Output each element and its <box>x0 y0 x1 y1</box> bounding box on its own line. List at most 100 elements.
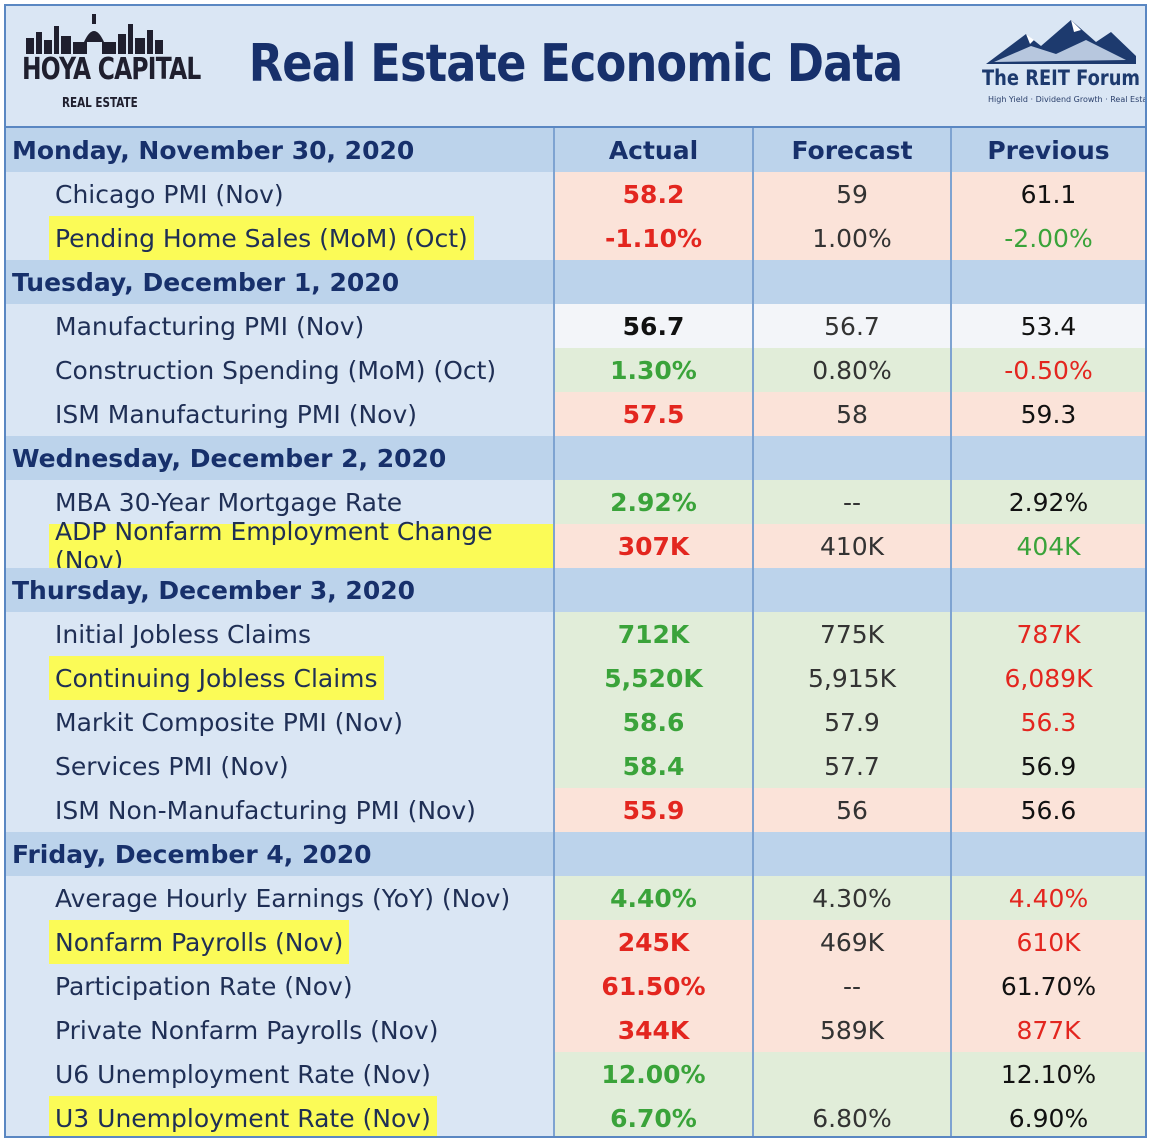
column-header-previous <box>950 436 1145 480</box>
indicator-cell: Initial Jobless Claims <box>6 612 553 656</box>
header: HOYA CAPITAL REAL ESTATE Real Estate Eco… <box>6 6 1145 126</box>
table-row: Markit Composite PMI (Nov) 58.6 57.9 56.3 <box>6 700 1145 744</box>
table-row: MBA 30-Year Mortgage Rate 2.92% -- 2.92% <box>6 480 1145 524</box>
table-row: ADP Nonfarm Employment Change (Nov) 307K 4… <box>6 517 1145 575</box>
previous-value: 56.3 <box>950 700 1145 744</box>
indicator-name: MBA 30-Year Mortgage Rate <box>55 487 403 517</box>
actual-value: 58.4 <box>553 744 752 788</box>
column-header-previous: Previous <box>950 128 1145 172</box>
table-row: ISM Non-Manufacturing PMI (Nov) 55.9 56 56.… <box>6 788 1145 832</box>
indicator-cell: ISM Manufacturing PMI (Nov) <box>6 392 553 436</box>
column-header-forecast: Forecast <box>752 128 950 172</box>
indicator-name: ADP Nonfarm Employment Change (Nov) <box>49 517 553 575</box>
column-header-actual: Actual <box>553 128 752 172</box>
indicator-cell: Chicago PMI (Nov) <box>6 172 553 216</box>
table-row: Initial Jobless Claims 712K 775K 787K <box>6 612 1145 656</box>
indicator-name: Services PMI (Nov) <box>55 751 289 781</box>
indicator-name: Initial Jobless Claims <box>55 619 312 649</box>
table-row: Nonfarm Payrolls (Nov) 245K 469K 610K <box>6 920 1145 964</box>
indicator-name: Private Nonfarm Payrolls (Nov) <box>55 1015 439 1045</box>
forecast-value: 775K <box>752 612 950 656</box>
indicator-cell: U3 Unemployment Rate (Nov) <box>6 1096 553 1136</box>
column-header-previous <box>950 260 1145 304</box>
skyline-icon <box>26 14 163 54</box>
indicator-cell: Private Nonfarm Payrolls (Nov) <box>6 1008 553 1052</box>
date-label: Friday, December 4, 2020 <box>12 839 372 869</box>
forecast-value: 4.30% <box>752 876 950 920</box>
table-row: Pending Home Sales (MoM) (Oct) -1.10% 1.00… <box>6 216 1145 260</box>
previous-value: 6,089K <box>950 656 1145 700</box>
date-label: Wednesday, December 2, 2020 <box>12 443 447 473</box>
table-row: U6 Unemployment Rate (Nov) 12.00% 12.10% <box>6 1052 1145 1096</box>
date-header-row: Wednesday, December 2, 2020 <box>6 436 1145 480</box>
date-header-row: Monday, November 30, 2020 Actual Forecast P… <box>6 128 1145 172</box>
hoya-capital-subtitle: REAL ESTATE <box>62 96 138 111</box>
forecast-value: 56.7 <box>752 304 950 348</box>
date-label: Tuesday, December 1, 2020 <box>12 267 400 297</box>
previous-value: 6.90% <box>950 1096 1145 1136</box>
indicator-cell: Manufacturing PMI (Nov) <box>6 304 553 348</box>
column-header-actual <box>553 568 752 612</box>
actual-value: 61.50% <box>553 964 752 1008</box>
indicator-cell: Markit Composite PMI (Nov) <box>6 700 553 744</box>
column-header-actual <box>553 260 752 304</box>
previous-value: 61.70% <box>950 964 1145 1008</box>
indicator-name: Average Hourly Earnings (YoY) (Nov) <box>55 883 511 913</box>
date-label: Monday, November 30, 2020 <box>12 135 415 165</box>
indicator-cell: Average Hourly Earnings (YoY) (Nov) <box>6 876 553 920</box>
indicator-name: Chicago PMI (Nov) <box>55 179 284 209</box>
indicator-cell: Nonfarm Payrolls (Nov) <box>6 920 553 964</box>
indicator-name: Participation Rate (Nov) <box>55 971 353 1001</box>
actual-value: -1.10% <box>553 216 752 260</box>
column-header-actual <box>553 832 752 876</box>
actual-value: 307K <box>553 524 752 568</box>
previous-value: 56.6 <box>950 788 1145 832</box>
previous-value: 61.1 <box>950 172 1145 216</box>
actual-value: 2.92% <box>553 480 752 524</box>
indicator-name: ISM Manufacturing PMI (Nov) <box>55 399 417 429</box>
indicator-name: Markit Composite PMI (Nov) <box>55 707 403 737</box>
indicator-name: Construction Spending (MoM) (Oct) <box>55 355 497 385</box>
column-header-previous <box>950 832 1145 876</box>
indicator-cell: Services PMI (Nov) <box>6 744 553 788</box>
table-row: Manufacturing PMI (Nov) 56.7 56.7 53.4 <box>6 304 1145 348</box>
indicator-name: Pending Home Sales (MoM) (Oct) <box>49 216 474 260</box>
indicator-cell: U6 Unemployment Rate (Nov) <box>6 1052 553 1096</box>
actual-value: 4.40% <box>553 876 752 920</box>
column-header-previous <box>950 568 1145 612</box>
previous-value: 787K <box>950 612 1145 656</box>
date-header-row: Tuesday, December 1, 2020 <box>6 260 1145 304</box>
forecast-value: 57.7 <box>752 744 950 788</box>
table-row: Continuing Jobless Claims 5,520K 5,915K 6,0… <box>6 656 1145 700</box>
table-row: Average Hourly Earnings (YoY) (Nov) 4.40%… <box>6 876 1145 920</box>
page-title: Real Estate Economic Data <box>248 34 903 94</box>
table-row: ISM Manufacturing PMI (Nov) 57.5 58 59.3 <box>6 392 1145 436</box>
indicator-name: Nonfarm Payrolls (Nov) <box>49 920 350 964</box>
forecast-value: 57.9 <box>752 700 950 744</box>
forecast-value: 469K <box>752 920 950 964</box>
previous-value: 56.9 <box>950 744 1145 788</box>
actual-value: 5,520K <box>553 656 752 700</box>
indicator-name: U3 Unemployment Rate (Nov) <box>49 1096 437 1136</box>
forecast-value: 589K <box>752 1008 950 1052</box>
previous-value: -0.50% <box>950 348 1145 392</box>
column-header-forecast <box>752 436 950 480</box>
previous-value: 59.3 <box>950 392 1145 436</box>
date-header-row: Thursday, December 3, 2020 <box>6 568 1145 612</box>
previous-value: 53.4 <box>950 304 1145 348</box>
previous-value: 877K <box>950 1008 1145 1052</box>
indicator-cell: Construction Spending (MoM) (Oct) <box>6 348 553 392</box>
indicator-name: Continuing Jobless Claims <box>49 656 384 700</box>
table-row: Services PMI (Nov) 58.4 57.7 56.9 <box>6 744 1145 788</box>
actual-value: 56.7 <box>553 304 752 348</box>
previous-value: 12.10% <box>950 1052 1145 1096</box>
column-header-forecast <box>752 832 950 876</box>
column-header-forecast <box>752 260 950 304</box>
economic-data-table: Monday, November 30, 2020 Actual Forecast P… <box>6 126 1145 1136</box>
economic-data-panel: HOYA CAPITAL REAL ESTATE Real Estate Eco… <box>4 4 1147 1138</box>
actual-value: 1.30% <box>553 348 752 392</box>
forecast-value: -- <box>752 480 950 524</box>
hoya-capital-logo: HOYA CAPITAL REAL ESTATE <box>22 12 201 120</box>
indicator-cell: ADP Nonfarm Employment Change (Nov) <box>6 517 553 575</box>
column-header-forecast <box>752 568 950 612</box>
